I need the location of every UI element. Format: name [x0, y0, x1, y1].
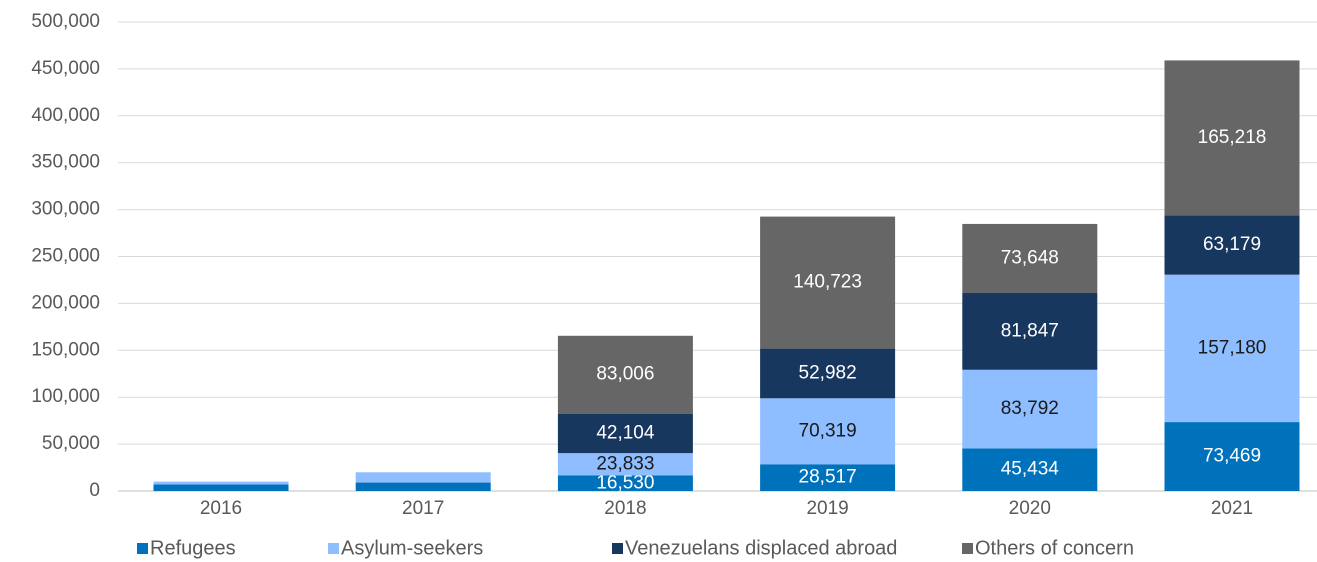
data-label: 16,530 — [596, 472, 654, 493]
bar-segment — [557, 475, 693, 491]
y-tick-label: 350,000 — [31, 152, 100, 173]
data-label: 70,319 — [799, 420, 857, 441]
y-tick-label: 100,000 — [31, 386, 100, 407]
bar-segment — [355, 482, 491, 491]
data-label: 28,517 — [799, 467, 857, 488]
y-tick-label: 400,000 — [31, 105, 100, 126]
legend-swatch — [612, 543, 623, 554]
y-tick-label: 250,000 — [31, 246, 100, 267]
bar-segment — [1164, 60, 1300, 216]
x-tick-label: 2019 — [806, 498, 848, 519]
bar-segment — [557, 453, 693, 476]
bar-segment — [962, 369, 1098, 449]
data-label: 83,792 — [1001, 398, 1059, 419]
bar-segment — [760, 348, 896, 399]
legend-label: Others of concern — [975, 537, 1134, 559]
data-label: 63,179 — [1203, 234, 1261, 255]
y-tick-label: 450,000 — [31, 58, 100, 79]
x-tick-label: 2016 — [200, 498, 242, 519]
data-label: 45,434 — [1001, 459, 1060, 480]
bar-segment — [1164, 215, 1300, 275]
y-tick-label: 50,000 — [42, 433, 100, 454]
legend-swatch — [962, 543, 973, 554]
data-label: 23,833 — [596, 453, 654, 474]
x-tick-label: 2021 — [1211, 498, 1253, 519]
data-label: 157,180 — [1198, 337, 1267, 358]
bar-segment — [962, 223, 1098, 294]
data-label: 52,982 — [799, 362, 857, 383]
legend-swatch — [328, 543, 339, 554]
bar-segment — [962, 448, 1098, 491]
data-label: 42,104 — [596, 422, 655, 443]
legend-label: Asylum-seekers — [341, 537, 483, 559]
bar-segment — [760, 464, 896, 491]
bar-segment — [760, 398, 896, 465]
bar-segment — [1164, 274, 1300, 423]
y-tick-label: 300,000 — [31, 199, 100, 220]
bar-segment — [962, 293, 1098, 370]
bar-segment — [557, 335, 693, 414]
x-tick-label: 2017 — [402, 498, 444, 519]
bar-segment — [557, 413, 693, 454]
bar-segment — [153, 484, 289, 491]
y-tick-label: 150,000 — [31, 339, 100, 360]
data-label: 73,469 — [1203, 446, 1261, 467]
y-tick-label: 200,000 — [31, 292, 100, 313]
bar-segment — [760, 216, 896, 349]
data-label: 83,006 — [596, 364, 654, 385]
legend-swatch — [137, 543, 148, 554]
data-label: 140,723 — [793, 272, 862, 293]
x-tick-label: 2018 — [604, 498, 646, 519]
data-label: 73,648 — [1001, 247, 1059, 268]
legend-label: Venezuelans displaced abroad — [625, 537, 897, 559]
y-tick-label: 500,000 — [31, 11, 100, 32]
bar-segment — [1164, 422, 1300, 491]
legend-label: Refugees — [150, 537, 236, 559]
bar-segment — [153, 481, 289, 485]
data-label: 81,847 — [1001, 320, 1059, 341]
y-tick-label: 0 — [89, 480, 100, 501]
data-label: 165,218 — [1198, 127, 1267, 148]
bar-segment — [355, 472, 491, 483]
x-tick-label: 2020 — [1009, 498, 1051, 519]
